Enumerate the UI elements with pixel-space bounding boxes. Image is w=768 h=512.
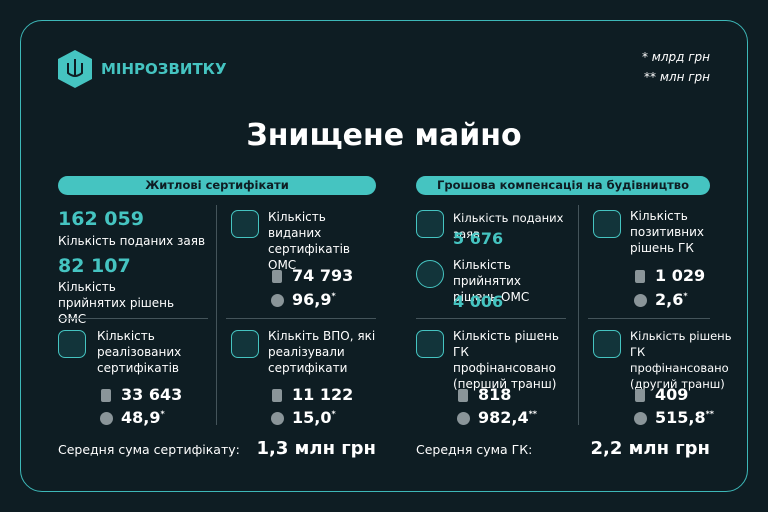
doc-icon bbox=[635, 270, 645, 283]
count: 11 122 bbox=[292, 385, 354, 404]
frame bbox=[20, 20, 748, 492]
logo bbox=[58, 50, 92, 88]
stat-label: Кількість виданих сертифікатів ОМС bbox=[268, 210, 350, 272]
sum-value: 48,9 bbox=[121, 408, 161, 427]
sum: 982,4** bbox=[478, 408, 537, 427]
sum-value: 2,6 bbox=[655, 290, 684, 309]
icon bbox=[593, 330, 621, 358]
sum-value: 96,9 bbox=[292, 290, 332, 309]
count: 74 793 bbox=[292, 266, 354, 285]
stat-label: Кількість поданих заяв bbox=[453, 211, 564, 241]
divider bbox=[58, 318, 208, 319]
coin-icon bbox=[457, 412, 470, 425]
doc-icon bbox=[272, 270, 282, 283]
coin-icon bbox=[634, 294, 647, 307]
note: * млрд грн bbox=[641, 50, 710, 64]
sum-value: 15,0 bbox=[292, 408, 332, 427]
stat-value: 82 107 bbox=[58, 255, 131, 277]
stat-value: 4 006 bbox=[453, 292, 504, 311]
divider bbox=[216, 205, 217, 425]
doc-icon bbox=[272, 389, 282, 402]
count: 33 643 bbox=[121, 385, 183, 404]
icon bbox=[58, 330, 86, 358]
stat-value: 5 676 bbox=[453, 229, 504, 248]
icon bbox=[416, 210, 444, 238]
doc-icon bbox=[635, 389, 645, 402]
sum-value: 982,4 bbox=[478, 408, 529, 427]
average-label: Середня сума сертифікату: bbox=[58, 442, 240, 457]
stat-label: Кількість прийнятих рішень ОМС bbox=[453, 258, 530, 304]
stat-value: 162 059 bbox=[58, 208, 144, 230]
section-heading: Житлові сертифікати bbox=[58, 176, 376, 195]
coin-icon bbox=[271, 412, 284, 425]
stat-label: Кількість позитивних рішень ГК bbox=[630, 209, 704, 255]
doc-icon bbox=[101, 389, 111, 402]
sum: 96,9* bbox=[292, 290, 336, 309]
divider bbox=[226, 318, 376, 319]
title: Знищене майно bbox=[246, 118, 522, 153]
divider bbox=[416, 318, 566, 319]
sum-mark: * bbox=[160, 409, 165, 419]
icon bbox=[416, 260, 444, 288]
average-value: 1,3 млн грн bbox=[256, 438, 376, 459]
sum: 48,9* bbox=[121, 408, 165, 427]
stat-label: Кількість рішень ГК профінансовано (перш… bbox=[453, 329, 559, 391]
brand: МІНРОЗВИТКУ bbox=[101, 60, 227, 78]
icon bbox=[593, 210, 621, 238]
sum-mark: ** bbox=[528, 409, 537, 419]
divider bbox=[578, 205, 579, 425]
sum-mark: * bbox=[683, 291, 688, 301]
stat-label: Кількість поданих заяв bbox=[58, 234, 206, 248]
stat-label: Кількість рішень ГК профінансовано (друг… bbox=[630, 329, 732, 391]
stat-label: Кількість реалізованих сертифікатів bbox=[97, 329, 182, 375]
sum: 515,8** bbox=[655, 408, 714, 427]
coin-icon bbox=[271, 294, 284, 307]
stat-label: Кількість прийнятих рішень ОМС bbox=[58, 280, 175, 326]
average-label: Середня сума ГК: bbox=[416, 442, 533, 457]
count: 1 029 bbox=[655, 266, 706, 285]
sum-mark: * bbox=[331, 291, 336, 301]
section-heading: Грошова компенсація на будівництво bbox=[416, 176, 710, 195]
coin-icon bbox=[634, 412, 647, 425]
count: 818 bbox=[478, 385, 512, 404]
icon bbox=[231, 210, 259, 238]
icon bbox=[416, 330, 444, 358]
coin-icon bbox=[100, 412, 113, 425]
divider bbox=[588, 318, 710, 319]
icon bbox=[231, 330, 259, 358]
stat-label: Кількіть ВПО, які реалізували сертифікат… bbox=[268, 329, 376, 375]
sum-value: 515,8 bbox=[655, 408, 706, 427]
note: ** млн грн bbox=[644, 70, 710, 84]
sum-mark: ** bbox=[705, 409, 714, 419]
count: 409 bbox=[655, 385, 689, 404]
doc-icon bbox=[458, 389, 468, 402]
sum: 2,6* bbox=[655, 290, 688, 309]
sum: 15,0* bbox=[292, 408, 336, 427]
average-value: 2,2 млн грн bbox=[590, 438, 710, 459]
sum-mark: * bbox=[331, 409, 336, 419]
